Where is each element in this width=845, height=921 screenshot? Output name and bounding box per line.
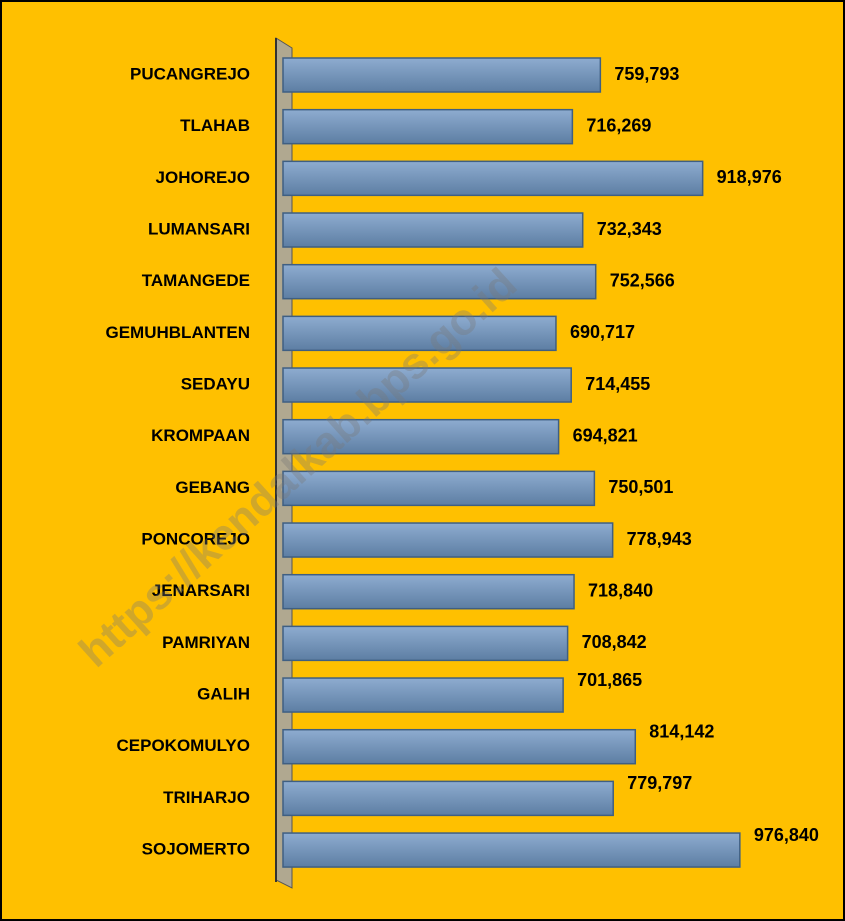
y-tick-label: TLAHAB (180, 116, 250, 135)
value-label: 918,976 (717, 167, 782, 187)
bar (282, 367, 572, 403)
y-tick-label: PUCANGREJO (130, 64, 250, 83)
value-label: 714,455 (585, 374, 650, 394)
y-tick-label: LUMANSARI (148, 219, 250, 238)
value-label: 701,865 (577, 670, 642, 690)
value-label: 752,566 (610, 270, 675, 290)
bar (282, 470, 596, 507)
bar (282, 160, 704, 197)
y-tick-label: PONCOREJO (141, 530, 250, 549)
value-label: 694,821 (573, 425, 638, 445)
value-label: 750,501 (608, 477, 673, 497)
value-label: 778,943 (627, 529, 692, 549)
y-tick-label: SEDAYU (181, 375, 250, 394)
bar (282, 212, 584, 248)
y-tick-label: JOHOREJO (156, 168, 250, 187)
bar (282, 108, 574, 145)
y-tick-label: GEMUHBLANTEN (106, 323, 251, 342)
value-label: 718,840 (588, 580, 653, 600)
bar (282, 315, 557, 352)
bar (282, 677, 564, 713)
value-label: 814,142 (649, 721, 714, 741)
bar (282, 780, 614, 817)
y-tick-label: SOJOMERTO (142, 840, 250, 859)
bar (282, 418, 560, 455)
y-tick-label: PAMRIYAN (162, 633, 250, 652)
value-label: 708,842 (582, 632, 647, 652)
bar (282, 573, 575, 610)
y-tick-label: TAMANGEDE (142, 271, 250, 290)
value-label: 779,797 (627, 773, 692, 793)
bar (282, 263, 597, 300)
value-label: 716,269 (586, 115, 651, 135)
y-tick-label: KROMPAAN (151, 426, 250, 445)
y-tick-label: GEBANG (175, 478, 250, 497)
bar (282, 728, 637, 765)
bar (282, 522, 614, 558)
bar (282, 57, 602, 93)
y-tick-label: CEPOKOMULYO (116, 736, 250, 755)
value-label: 732,343 (597, 219, 662, 239)
y-tick-label: GALIH (197, 685, 250, 704)
value-label: 759,793 (614, 64, 679, 84)
y-tick-label: TRIHARJO (163, 788, 250, 807)
value-label: 976,840 (754, 825, 819, 845)
y-tick-label: JENARSARI (152, 581, 250, 600)
value-label: 690,717 (570, 322, 635, 342)
bar (282, 625, 569, 662)
bar (282, 832, 741, 868)
